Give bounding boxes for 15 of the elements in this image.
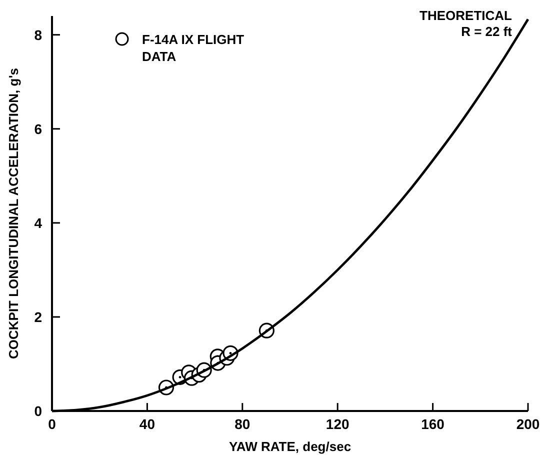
x-tick-label: 40: [139, 416, 156, 432]
y-tick-label: 2: [34, 308, 42, 325]
y-tick-label: 0: [34, 403, 42, 419]
series-label: THEORETICAL R = 22 ft: [420, 8, 513, 39]
y-tick-label: 4: [34, 214, 42, 231]
x-tick-label: 80: [234, 416, 250, 432]
x-tick-label: 0: [48, 416, 56, 432]
y-tick-label: 6: [34, 120, 42, 137]
y-tick-label: 8: [34, 26, 42, 43]
x-tick-label: 160: [421, 416, 445, 432]
legend-label: F-14A IX FLIGHT DATA: [142, 32, 244, 64]
x-tick-label: 200: [516, 416, 540, 432]
x-tick-label: 120: [326, 416, 350, 432]
y-axis-title: COCKPIT LONGITUDINAL ACCELERATION, g's: [6, 68, 21, 360]
x-axis-title: YAW RATE, deg/sec: [228, 439, 352, 454]
